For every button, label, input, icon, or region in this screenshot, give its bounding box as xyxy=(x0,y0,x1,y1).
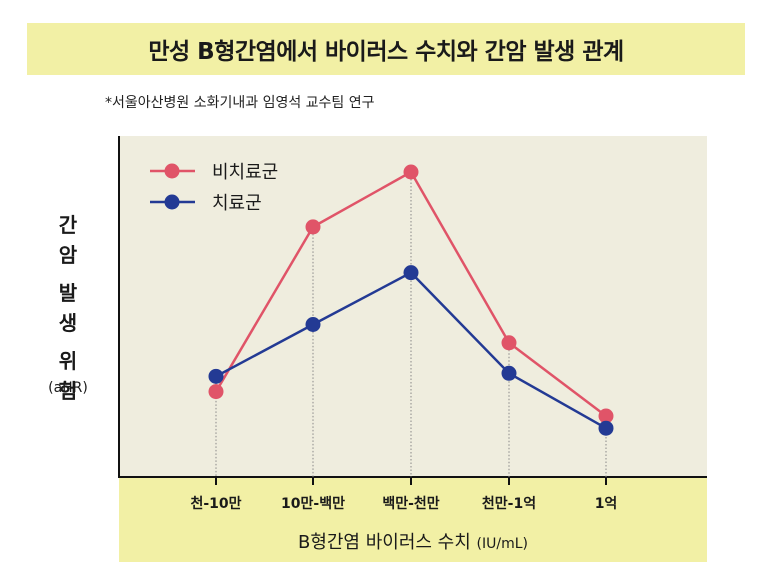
x-tick-label: 1억 xyxy=(595,496,618,512)
x-tick-label: 천-10만 xyxy=(190,496,241,512)
data-point-1 xyxy=(501,365,517,381)
y-axis-label-char: 생 xyxy=(58,311,78,335)
legend-marker xyxy=(164,194,180,210)
x-axis-unit: (IU/mL) xyxy=(476,536,529,552)
y-axis-label-char: 위 xyxy=(58,349,78,373)
y-axis-label-char: 간 xyxy=(58,213,78,237)
x-tick-label: 백만-천만 xyxy=(382,496,439,512)
y-axis-label: 간 암 발 생 위 험 xyxy=(48,210,88,406)
x-tick-label: 천만-1억 xyxy=(482,496,536,512)
data-point-1 xyxy=(208,368,224,384)
y-axis-unit: (aHR) xyxy=(48,380,88,396)
data-point-0 xyxy=(208,384,224,400)
data-point-1 xyxy=(403,265,419,281)
y-axis-label-char: 험 xyxy=(58,379,78,403)
legend-label: 비치료군 xyxy=(212,162,278,183)
legend-label: 치료군 xyxy=(212,193,262,214)
x-axis-title: B형간염 바이러스 수치 xyxy=(297,532,471,553)
x-tick-label: 10만-백만 xyxy=(281,496,345,512)
data-point-0 xyxy=(403,164,419,180)
x-axis-label: B형간염 바이러스 수치 (IU/mL) xyxy=(119,528,707,554)
data-point-1 xyxy=(598,420,614,436)
source-note: *서울아산병원 소화기내과 임영석 교수팀 연구 xyxy=(105,95,375,111)
data-point-0 xyxy=(305,219,321,235)
y-axis-label-char: 암 xyxy=(58,243,78,267)
title-band: 만성 B형간염에서 바이러스 수치와 간암 발생 관계 xyxy=(27,23,745,75)
data-point-0 xyxy=(598,408,614,424)
data-point-0 xyxy=(501,335,517,351)
data-point-1 xyxy=(305,317,321,332)
x-axis-band xyxy=(119,477,707,562)
chart-title: 만성 B형간염에서 바이러스 수치와 간암 발생 관계 xyxy=(148,39,624,65)
y-axis-label-char: 발 xyxy=(58,281,78,305)
legend-marker xyxy=(164,163,180,179)
